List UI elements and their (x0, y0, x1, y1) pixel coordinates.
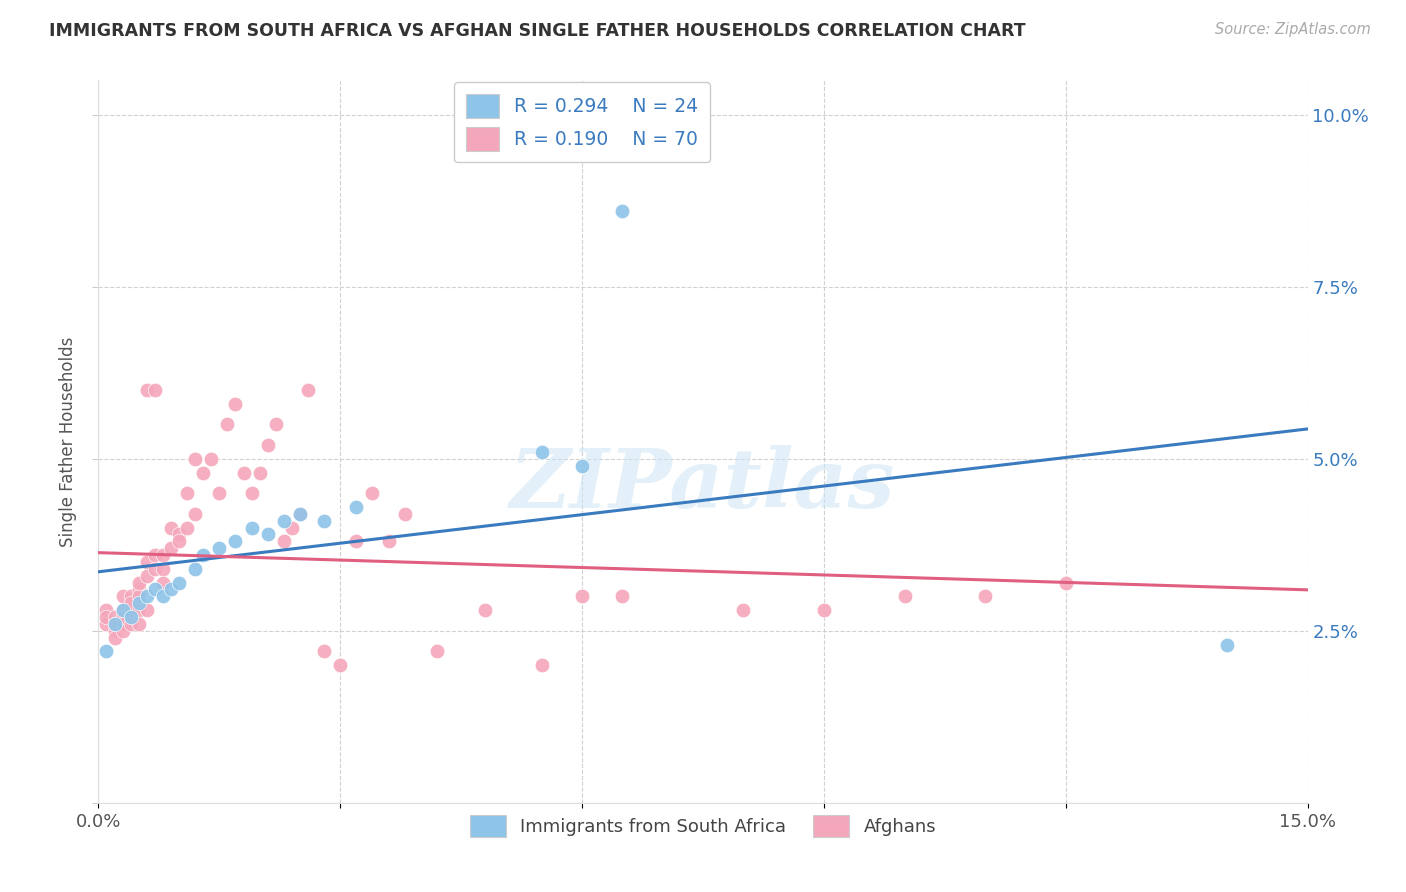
Point (96, 644, 118, 658)
Point (474, 603, 496, 617)
Point (111, 603, 134, 617)
Point (103, 610, 125, 624)
Point (1054, 575, 1077, 590)
Point (111, 624, 134, 638)
Point (152, 590, 174, 604)
Point (612, 590, 634, 604)
Point (217, 417, 239, 432)
Point (314, 514, 336, 528)
Point (143, 383, 166, 397)
Point (264, 417, 287, 432)
Point (193, 466, 215, 480)
Point (103, 616, 125, 631)
Point (176, 520, 198, 534)
Point (256, 527, 278, 541)
Point (160, 582, 183, 597)
Point (128, 575, 150, 590)
Point (135, 603, 157, 617)
Point (530, 658, 553, 673)
Point (344, 500, 367, 514)
Legend: Immigrants from South Africa, Afghans: Immigrants from South Africa, Afghans (463, 808, 943, 845)
Point (103, 631, 125, 645)
Point (96, 603, 118, 617)
Point (128, 603, 150, 617)
Point (571, 590, 593, 604)
Point (240, 486, 263, 500)
Point (152, 548, 174, 562)
Point (143, 548, 166, 562)
Point (394, 507, 416, 521)
Point (530, 445, 553, 459)
Point (176, 486, 198, 500)
Text: ZIPatlas: ZIPatlas (510, 445, 896, 524)
Point (103, 616, 125, 631)
Point (167, 534, 190, 549)
Text: IMMIGRANTS FROM SOUTH AFRICA VS AFGHAN SINGLE FATHER HOUSEHOLDS CORRELATION CHAR: IMMIGRANTS FROM SOUTH AFRICA VS AFGHAN S… (49, 22, 1026, 40)
Point (377, 534, 399, 549)
Point (281, 520, 304, 534)
Point (974, 590, 997, 604)
Point (184, 507, 207, 521)
Point (128, 596, 150, 610)
Point (208, 541, 231, 556)
Point (208, 486, 231, 500)
Point (152, 562, 174, 576)
Y-axis label: Single Father Households: Single Father Households (59, 336, 77, 547)
Point (120, 603, 142, 617)
Point (120, 590, 142, 604)
Point (1216, 638, 1239, 652)
Point (344, 534, 367, 549)
Point (314, 644, 336, 658)
Point (893, 590, 915, 604)
Point (152, 575, 174, 590)
Point (111, 616, 134, 631)
Point (273, 534, 295, 549)
Point (96, 616, 118, 631)
Point (813, 603, 835, 617)
Point (143, 582, 166, 597)
Point (361, 486, 384, 500)
Point (256, 438, 278, 452)
Point (96, 610, 118, 624)
Point (200, 451, 222, 466)
Point (135, 383, 157, 397)
Point (426, 644, 449, 658)
Point (273, 514, 295, 528)
Point (167, 527, 190, 541)
Point (111, 610, 134, 624)
Point (167, 575, 190, 590)
Point (193, 548, 215, 562)
Point (128, 582, 150, 597)
Point (128, 590, 150, 604)
Point (135, 555, 157, 569)
Point (224, 397, 246, 411)
Point (184, 451, 207, 466)
Point (232, 466, 254, 480)
Point (120, 616, 142, 631)
Point (612, 204, 634, 219)
Point (240, 520, 263, 534)
Text: Source: ZipAtlas.com: Source: ZipAtlas.com (1215, 22, 1371, 37)
Point (128, 616, 150, 631)
Point (297, 383, 319, 397)
Point (103, 624, 125, 638)
Point (184, 562, 207, 576)
Point (120, 610, 142, 624)
Point (733, 603, 755, 617)
Point (329, 658, 352, 673)
Point (288, 507, 311, 521)
Point (571, 458, 593, 473)
Point (135, 568, 157, 582)
Point (120, 610, 142, 624)
Point (160, 520, 183, 534)
Point (143, 562, 166, 576)
Point (288, 507, 311, 521)
Point (120, 596, 142, 610)
Point (111, 603, 134, 617)
Point (135, 590, 157, 604)
Point (111, 590, 134, 604)
Point (160, 541, 183, 556)
Point (249, 466, 271, 480)
Point (224, 534, 246, 549)
